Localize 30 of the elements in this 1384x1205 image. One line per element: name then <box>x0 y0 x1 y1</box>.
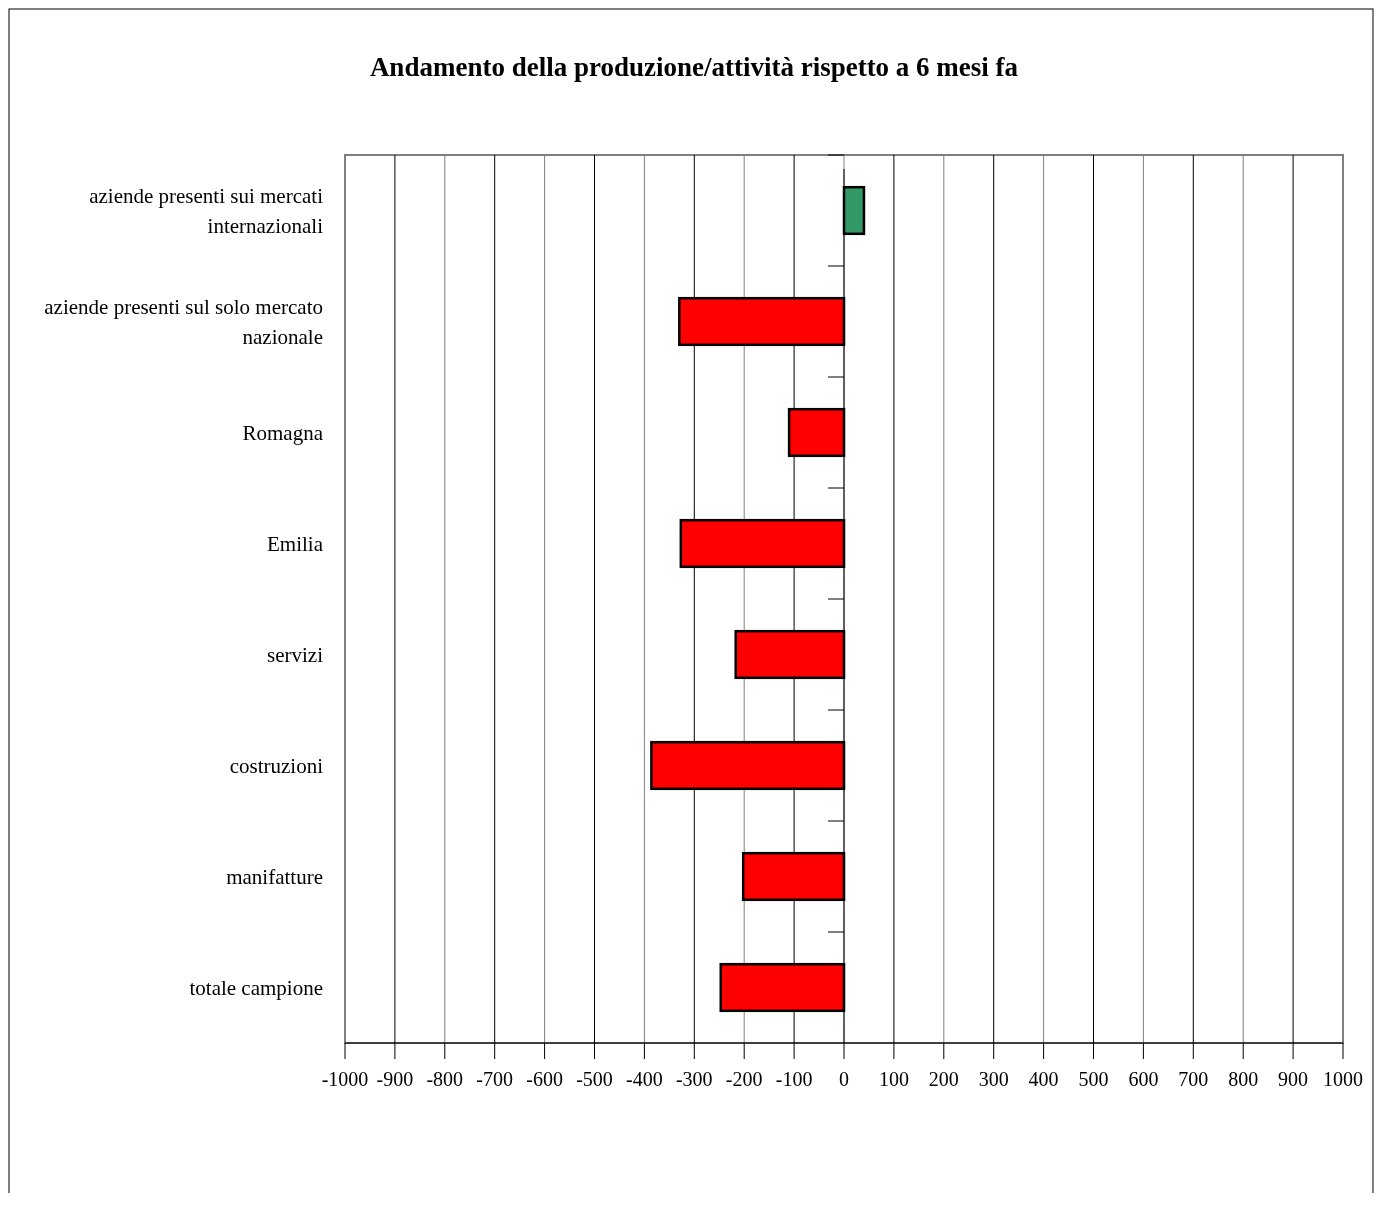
y-tick-label: Emilia <box>267 531 324 556</box>
x-tick-label: -900 <box>376 1068 414 1090</box>
x-tick-label: 0 <box>839 1068 849 1090</box>
x-tick-label: -600 <box>526 1068 563 1090</box>
x-tick-label: 300 <box>978 1068 1009 1090</box>
chart-title: Andamento della produzione/attività rispetto a 6 mesi fa <box>369 52 1019 82</box>
y-tick-label: costruzioni <box>229 753 324 778</box>
x-tick-label: 600 <box>1128 1068 1159 1090</box>
x-tick-label: -400 <box>626 1068 663 1090</box>
x-tick-label: -700 <box>476 1068 514 1090</box>
x-tick-label: -200 <box>725 1068 763 1090</box>
x-tick-label: 700 <box>1178 1068 1209 1090</box>
y-tick-label: aziende presenti sui mercati internazionali <box>89 183 324 238</box>
x-tick-label: -1000 <box>321 1068 369 1090</box>
y-tick-label: aziende presenti sul solo mercato nazionale <box>44 294 323 349</box>
x-tick-label: 200 <box>928 1068 959 1090</box>
y-tick-label: servizi <box>267 642 324 667</box>
x-tick-label: 1000 <box>1323 1068 1363 1090</box>
x-tick-label: -300 <box>675 1068 713 1090</box>
x-tick-label: 800 <box>1228 1068 1259 1090</box>
x-tick-label: 100 <box>878 1068 909 1090</box>
x-tick-label: 400 <box>1028 1068 1059 1090</box>
y-tick-label: totale campione <box>189 975 323 1000</box>
x-tick-label: -500 <box>576 1068 613 1090</box>
x-tick-label: 900 <box>1278 1068 1309 1090</box>
x-tick-label: -100 <box>775 1068 813 1090</box>
x-tick-label: 500 <box>1078 1068 1109 1090</box>
y-tick-label: manifatture <box>226 864 323 889</box>
y-tick-label: Romagna <box>242 420 324 445</box>
x-tick-label: -800 <box>426 1068 464 1090</box>
